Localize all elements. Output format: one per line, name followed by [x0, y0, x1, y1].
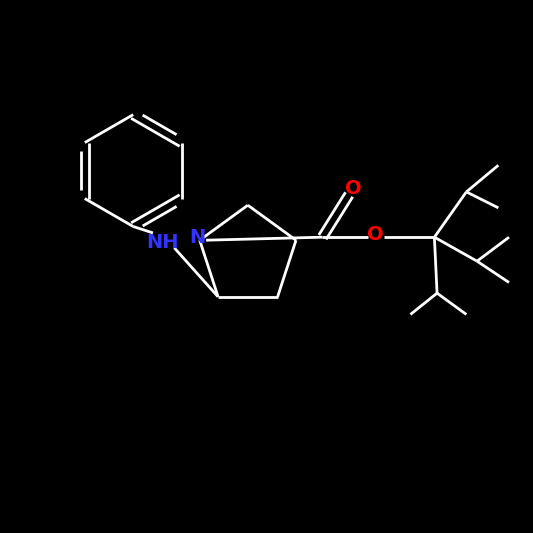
- Text: NH: NH: [147, 233, 179, 252]
- Text: O: O: [367, 225, 384, 244]
- Text: O: O: [345, 179, 362, 198]
- Text: N: N: [189, 228, 205, 247]
